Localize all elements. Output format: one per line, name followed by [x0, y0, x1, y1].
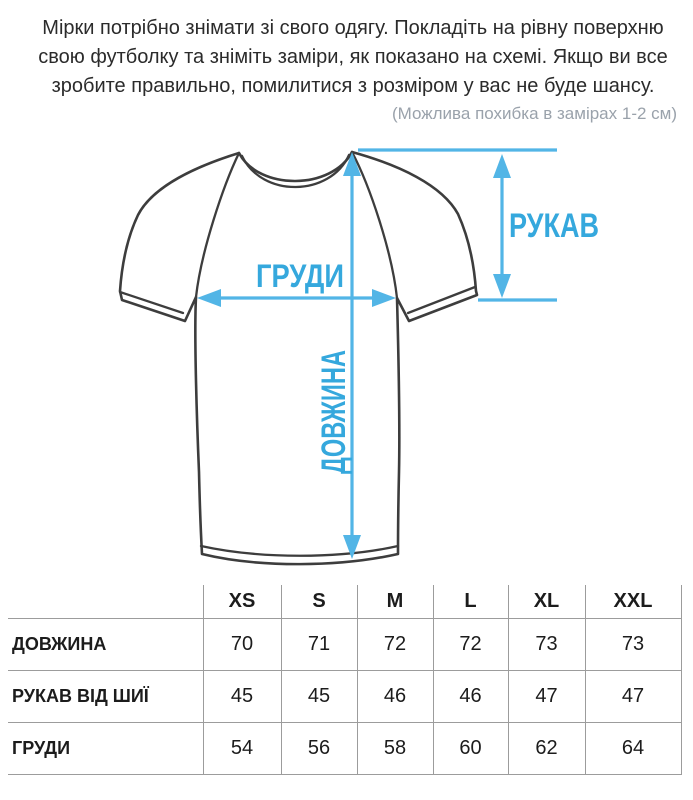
size-value: 45 [202, 670, 281, 722]
chest-label: ГРУДИ [256, 258, 344, 294]
tshirt-measurement-diagram: ГРУДИ РУКАВ ДОВЖИНА [118, 148, 599, 566]
size-column-header-xl: XL [507, 585, 585, 618]
size-value: 47 [584, 670, 682, 722]
size-value: 64 [584, 722, 682, 774]
size-value: 58 [356, 722, 433, 774]
size-column-header-m: M [356, 585, 433, 618]
size-value: 46 [356, 670, 433, 722]
size-value: 56 [280, 722, 357, 774]
row-label: ДОВЖИНА [12, 633, 107, 654]
row-label: ГРУДИ [12, 737, 71, 758]
intro-line-3: зробите правильно, помилитися з розміром… [51, 75, 655, 97]
sleeve-measure-arrow [493, 154, 511, 298]
size-value: 46 [432, 670, 508, 722]
size-column-header-l: L [432, 585, 508, 618]
size-value: 54 [202, 722, 281, 774]
row-label: РУКАВ ВІД ШИЇ [12, 685, 149, 706]
size-value: 71 [280, 618, 357, 670]
intro-line-1: Мірки потрібно знімати зі свого одягу. П… [42, 17, 664, 39]
chest-measure-arrow [197, 289, 396, 307]
tolerance-note: (Можлива похибка в замірах 1-2 см) [391, 104, 677, 123]
size-value: 45 [280, 670, 357, 722]
size-value: 73 [507, 618, 585, 670]
size-column-header-xs: XS [202, 585, 281, 618]
size-value: 62 [507, 722, 585, 774]
sleeve-label: РУКАВ [509, 207, 599, 245]
size-table: XS S M L XL XXL ДОВЖИНА 70 71 72 72 73 7… [8, 585, 682, 775]
cuff-seam-right [406, 285, 477, 315]
raglan-seam-right [350, 150, 399, 300]
size-value: 70 [202, 618, 281, 670]
size-value: 60 [432, 722, 508, 774]
hem-seam [199, 544, 400, 557]
length-label: ДОВЖИНА [315, 350, 353, 474]
collar-inner-seam [240, 153, 351, 189]
size-column-header-s: S [280, 585, 357, 618]
raglan-seam-left [194, 151, 241, 299]
length-measure-arrow [343, 152, 361, 559]
cuff-seam-left [118, 290, 185, 315]
intro-line-2: свою футболку та зніміть заміри, як пока… [38, 46, 668, 68]
size-value: 73 [584, 618, 682, 670]
table-row-chest: ГРУДИ 54 56 58 60 62 64 [8, 722, 682, 774]
intro-text: Мірки потрібно знімати зі свого одягу. П… [28, 14, 678, 101]
size-value: 72 [356, 618, 433, 670]
tshirt-outline [118, 150, 479, 566]
size-value: 72 [432, 618, 508, 670]
table-row-length: ДОВЖИНА 70 71 72 72 73 73 [8, 618, 682, 670]
size-table-header-row: XS S M L XL XXL [8, 585, 682, 618]
size-column-header-xxl: XXL [584, 585, 682, 618]
table-row-sleeve: РУКАВ ВІД ШИЇ 45 45 46 46 47 47 [8, 670, 682, 722]
size-value: 47 [507, 670, 585, 722]
size-table-corner-cell [8, 585, 203, 618]
